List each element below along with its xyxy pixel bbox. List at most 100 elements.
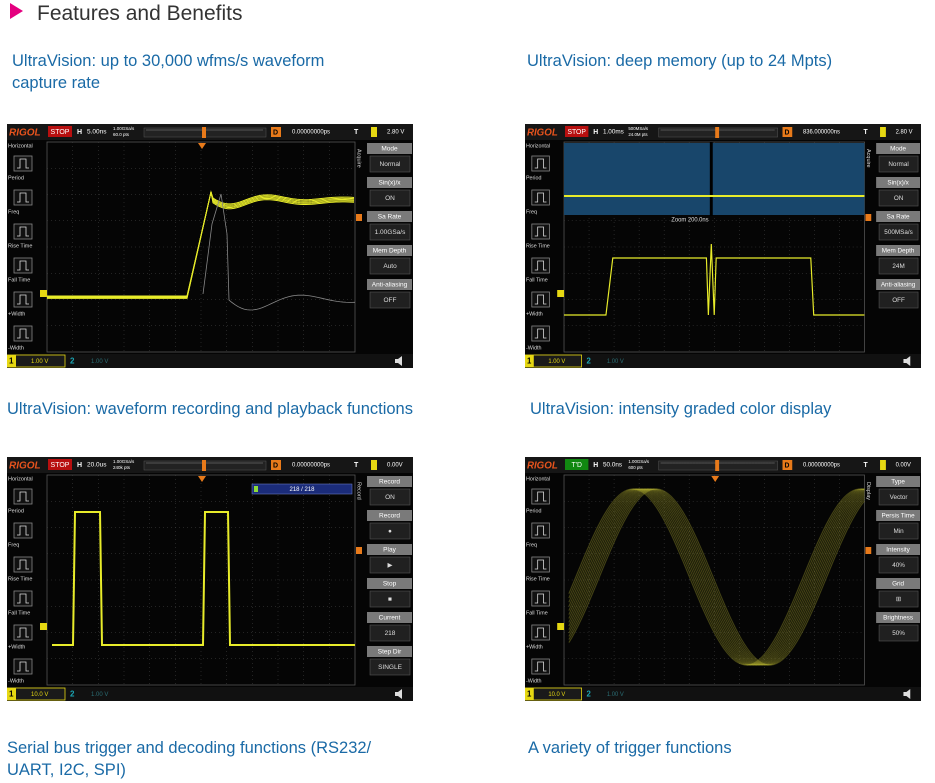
- softkey-label-box: [876, 211, 921, 222]
- trigger-pos: [198, 476, 206, 482]
- softkey-label: Anti-aliasing: [881, 282, 916, 289]
- trigger-pos: [198, 143, 206, 149]
- softkey-label: Record: [379, 479, 400, 486]
- menu-icon: [13, 155, 33, 172]
- memory: 1.00GSa/s: [113, 126, 135, 131]
- ch1-box: [525, 687, 582, 701]
- menu-icon-glyph: [534, 559, 547, 570]
- trigger-level: 0.00V: [387, 463, 403, 469]
- menu-icon: [13, 556, 33, 573]
- status: T'D: [571, 462, 581, 469]
- waveform: [47, 191, 355, 298]
- trig-level-marker: [865, 547, 872, 554]
- caption: UltraVision: intensity graded color disp…: [530, 400, 832, 418]
- softkey-label: Anti-aliasing: [372, 282, 408, 289]
- bottom-bar: [7, 354, 413, 368]
- ch2-number: 2: [586, 690, 591, 699]
- ch1-box: [7, 354, 66, 368]
- ch1-marker: [557, 290, 565, 297]
- waveform: [568, 488, 865, 666]
- softkey-value: ⊞: [896, 596, 901, 603]
- menu-label: +Width: [526, 644, 543, 650]
- softkey-label: Sin(x)/x: [378, 180, 401, 187]
- progress-start: [254, 486, 258, 492]
- menu-icon: [531, 223, 550, 240]
- ch1-marker: [557, 623, 565, 630]
- menu-icon: [13, 590, 33, 607]
- logo: RIGOL: [9, 128, 41, 139]
- softkey-value-box: [369, 658, 411, 676]
- status-box: [48, 126, 72, 137]
- ch1-num-box: [7, 688, 16, 700]
- waveform: [568, 488, 865, 666]
- waveform: [568, 488, 865, 666]
- menu-label: +Width: [8, 644, 25, 650]
- memory: 1.00GSa/s: [113, 459, 135, 464]
- softkey-label: Stop: [383, 581, 397, 588]
- softkey-value: ●: [388, 528, 392, 535]
- timebase: 50.0ns: [603, 462, 622, 469]
- h-label: H: [77, 462, 82, 469]
- softkey-label-box: [876, 245, 921, 256]
- ch1-marker: [40, 623, 47, 630]
- timebase: 20.0us: [87, 462, 107, 469]
- menu-label: -Width: [8, 678, 24, 684]
- menu-icon: [531, 624, 550, 641]
- softkey-value: ■: [388, 596, 392, 603]
- menu-icon-glyph: [17, 593, 29, 604]
- softkey-value-box: [369, 223, 411, 241]
- status: STOP: [567, 129, 586, 136]
- softkey-label: Record: [379, 513, 400, 520]
- menu-icon: [13, 189, 33, 206]
- menu-icon-glyph: [534, 525, 547, 536]
- caption: A variety of trigger functions: [528, 739, 732, 757]
- d-label: D: [784, 462, 789, 469]
- softkey-value-box: [878, 624, 919, 642]
- t-ch-box: [880, 127, 886, 137]
- softkey-value: Auto: [383, 263, 397, 270]
- softkey-label: Mem Depth: [373, 248, 407, 255]
- waveform: [568, 488, 865, 666]
- waveform: [568, 488, 865, 666]
- softkey-value: SINGLE: [378, 664, 403, 671]
- softkey-label-box: [367, 245, 412, 256]
- t-ch-box: [371, 460, 377, 470]
- caption: UltraVision: deep memory (up to 24 Mpts): [527, 52, 833, 70]
- softkey-value: Normal: [380, 161, 402, 168]
- speaker-icon: [903, 356, 911, 366]
- logo: RIGOL: [527, 128, 558, 139]
- waveform: [568, 488, 865, 666]
- menu-icon: [13, 658, 33, 675]
- softkey-value-box: [369, 189, 411, 207]
- menu-label: Rise Time: [526, 576, 550, 582]
- ch1-number: 1: [527, 690, 532, 699]
- softkey-label: Sa Rate: [887, 214, 910, 221]
- menu-icon-glyph: [17, 559, 29, 570]
- softkey-value-box: [369, 291, 411, 309]
- bottom-bar: [525, 687, 921, 701]
- menu-label: +Width: [526, 311, 543, 317]
- h-label: H: [77, 129, 82, 136]
- menu-icon-glyph: [17, 158, 29, 169]
- menu-icon-glyph: [534, 260, 547, 271]
- softkey-value-box: [369, 590, 411, 608]
- softkey-value-box: [369, 624, 411, 642]
- speaker-icon: [903, 689, 911, 699]
- softkey-label: Mode: [890, 146, 906, 153]
- caption: UltraVision: up to 30,000 wfms/s wavefor…: [12, 52, 325, 92]
- d-box: [782, 127, 793, 137]
- ch1-box: [525, 354, 582, 368]
- memory: 1.00GSa/s: [628, 459, 649, 464]
- logo: RIGOL: [9, 461, 41, 472]
- softkey-value-box: [878, 488, 919, 506]
- softkey-value: 40%: [892, 562, 905, 569]
- softkey-value: ▶: [388, 562, 394, 569]
- menu-icon-glyph: [534, 491, 547, 502]
- softkey-label: Mem Depth: [882, 248, 915, 255]
- ch1-num-box: [7, 355, 16, 367]
- softkey-value: ON: [385, 195, 395, 202]
- waveform: [568, 488, 865, 666]
- trig-level-marker: [865, 214, 872, 221]
- logo: RIGOL: [527, 461, 558, 472]
- menu-icon: [13, 291, 33, 308]
